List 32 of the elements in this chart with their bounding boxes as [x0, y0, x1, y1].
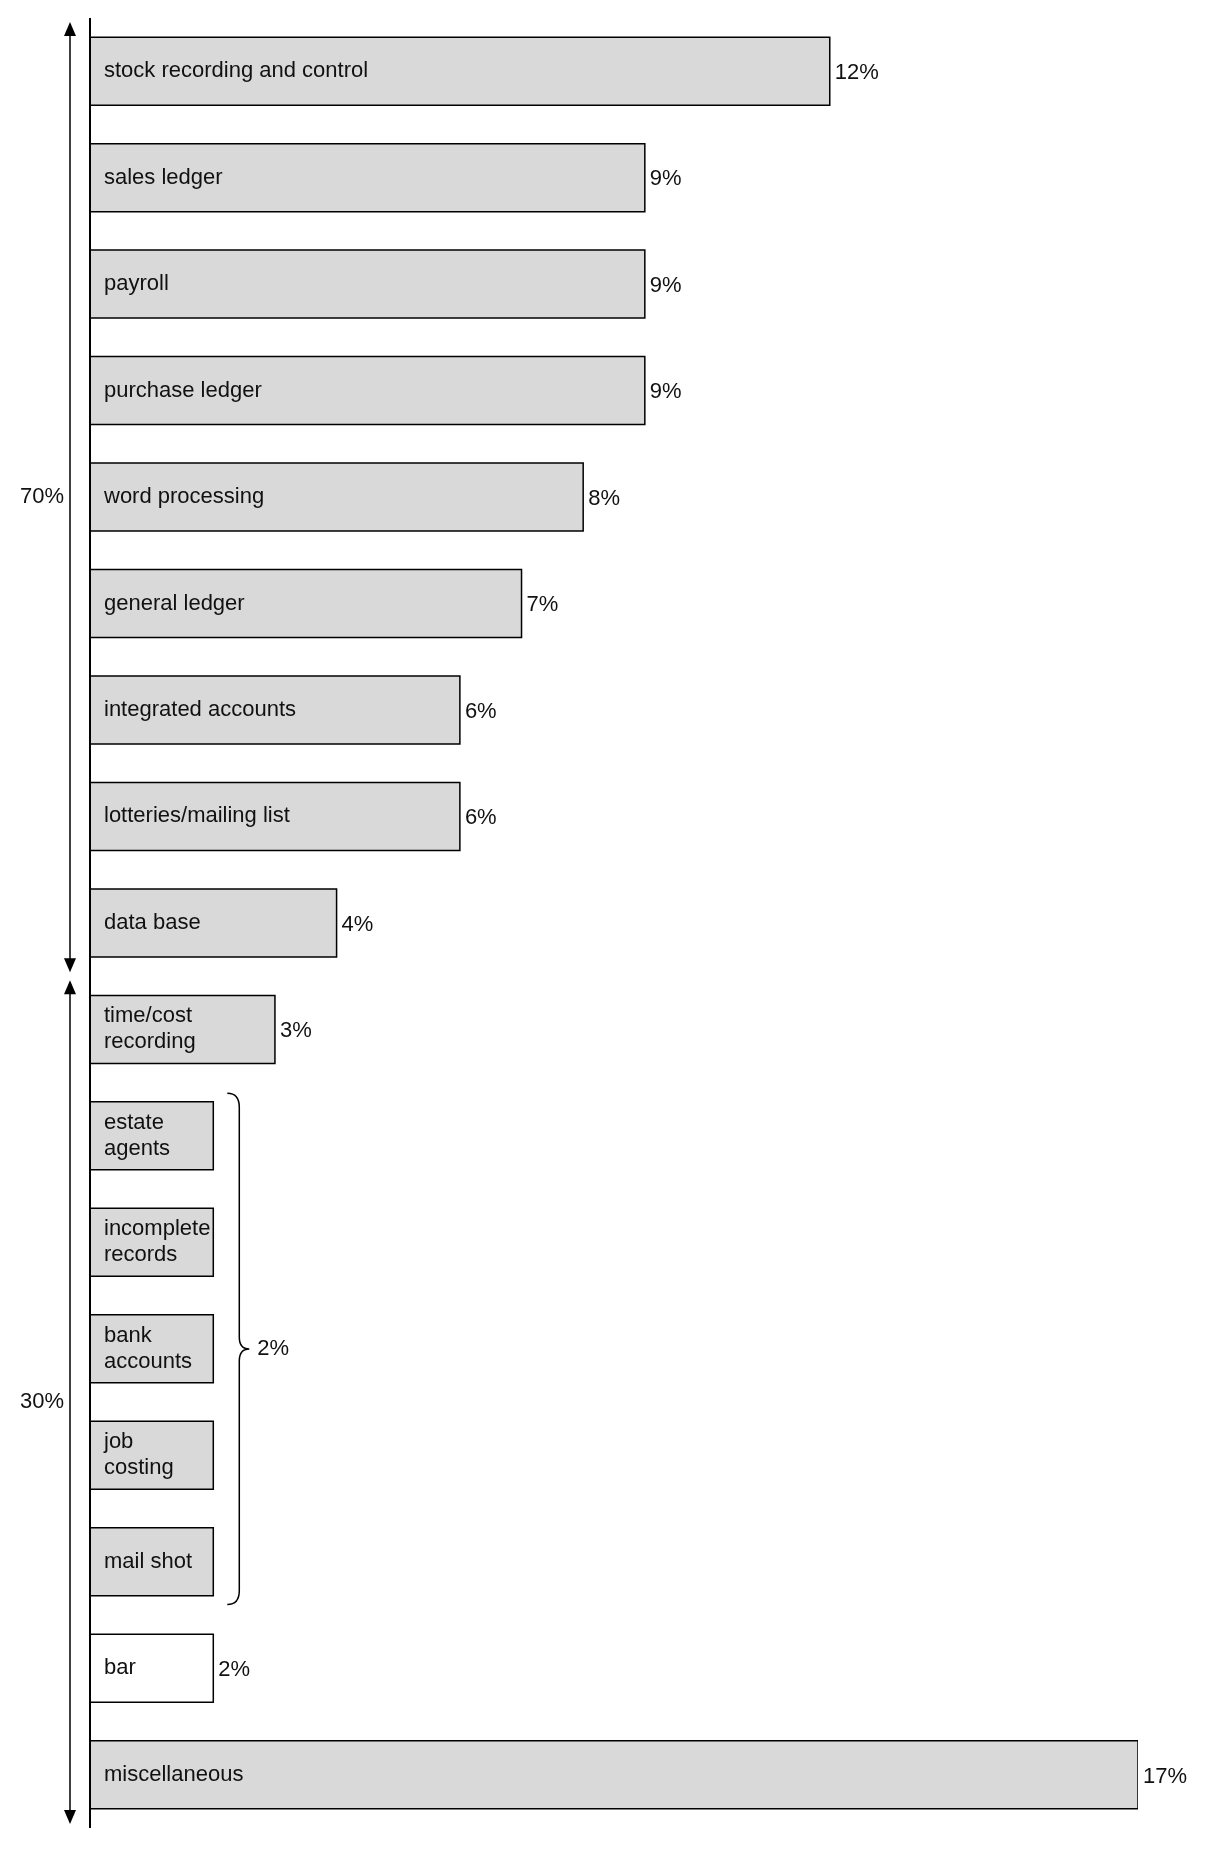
- text: 30%: [19, 1387, 64, 1413]
- y-tick-label: word processing: [103, 482, 265, 508]
- y-tick-label: lotteries/mailing list: [104, 802, 290, 828]
- y-tick-label: bar: [104, 1654, 136, 1680]
- y-tick-label: stock recording and control: [104, 56, 369, 82]
- y-tick-label: bank accounts: [104, 1321, 193, 1373]
- y-tick-label: estate agents: [104, 1108, 171, 1160]
- y-tick-label: mail shot: [104, 1547, 193, 1573]
- y-tick-label: sales ledger: [104, 163, 223, 189]
- data-label: 12%: [834, 58, 879, 84]
- data-label: 3%: [279, 1017, 312, 1043]
- y-tick-label: job costing: [103, 1428, 174, 1480]
- data-label: 2%: [218, 1656, 251, 1682]
- y-tick-label: general ledger: [104, 589, 245, 615]
- data-label: 17%: [1143, 1762, 1188, 1788]
- y-tick-label: data base: [104, 908, 201, 934]
- y-tick-label: incomplete records: [104, 1215, 211, 1267]
- data-label: 9%: [649, 165, 682, 191]
- data-label: 6%: [464, 804, 497, 830]
- data-label: 4%: [341, 910, 374, 936]
- data-label: 9%: [649, 271, 682, 297]
- data-label: 6%: [464, 697, 497, 723]
- y-tick-label: miscellaneous: [104, 1760, 244, 1786]
- data-label: 8%: [588, 484, 620, 510]
- y-tick-label: time/cost recording: [104, 1002, 196, 1054]
- y-tick-label: payroll: [104, 269, 169, 295]
- annotation: 2%: [257, 1334, 290, 1360]
- y-tick-label: purchase ledger: [104, 376, 262, 402]
- data-label: 7%: [526, 591, 559, 617]
- text: 70%: [19, 482, 64, 508]
- y-tick-label: integrated accounts: [104, 695, 297, 721]
- data-label: 9%: [649, 378, 682, 404]
